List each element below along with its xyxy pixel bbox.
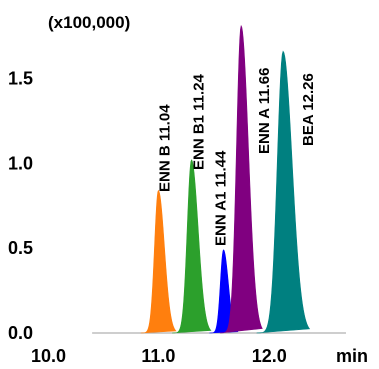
x-axis-unit-label: min <box>336 346 368 366</box>
peak-enn-a <box>219 24 263 334</box>
peak-label-enn-b1: ENN B1 11.24 <box>190 73 207 170</box>
y-multiplier-label: (x100,000) <box>48 13 130 32</box>
peak-label-enn-a: ENN A 11.66 <box>256 68 273 154</box>
peak-enn-b1 <box>172 159 212 334</box>
peak-bea <box>256 50 311 334</box>
y-tick-label: 1.5 <box>8 68 33 88</box>
peak-enn-b <box>140 189 177 334</box>
y-tick-label: 1.0 <box>8 153 33 173</box>
y-tick-label: 0.5 <box>8 238 33 258</box>
peak-label-bea: BEA 12.26 <box>300 73 317 146</box>
x-tick-label: 12.0 <box>252 346 287 366</box>
x-tick-label: 11.0 <box>141 346 175 366</box>
peak-label-enn-b: ENN B 11.04 <box>156 104 173 192</box>
peak-label-enn-a1: ENN A1 11.44 <box>212 150 229 246</box>
x-tick-label: 10.0 <box>31 346 66 366</box>
y-tick-label: 0.0 <box>8 323 33 343</box>
